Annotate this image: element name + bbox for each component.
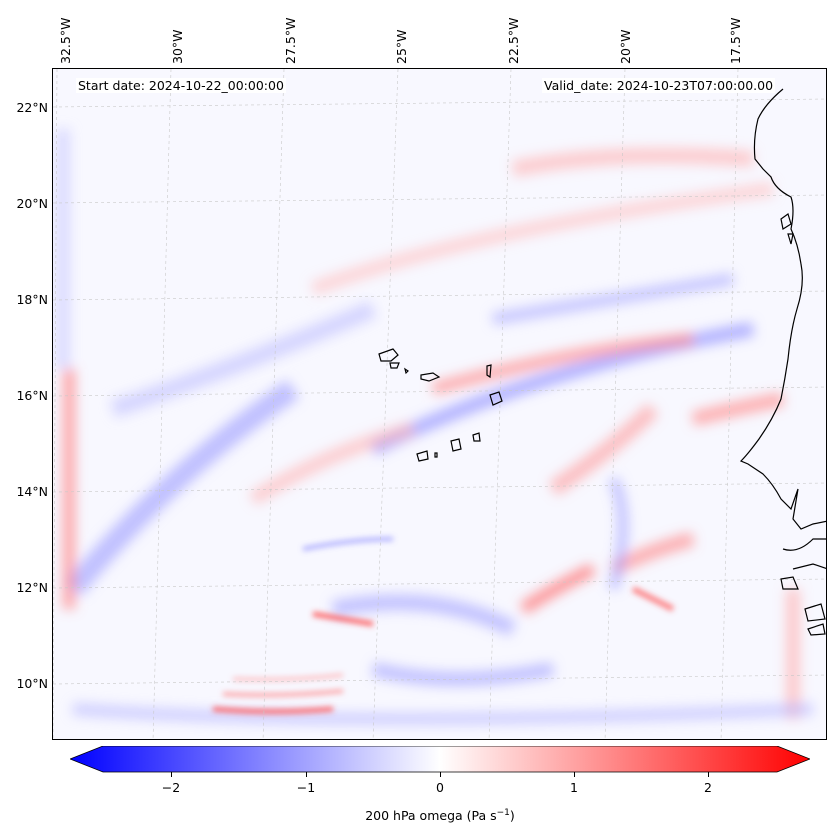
longitude-label: 22.5°W <box>506 17 521 64</box>
latitude-label: 12°N <box>16 580 48 595</box>
omega-field-map <box>53 69 826 739</box>
colorbar-gradient <box>68 745 812 773</box>
colorbar-tick-label: 1 <box>570 780 578 795</box>
colorbar-tick-mark <box>306 772 307 777</box>
latitude-label: 18°N <box>16 292 48 307</box>
colorbar-tick-label: 0 <box>436 780 444 795</box>
colorbar-tick-mark <box>574 772 575 777</box>
map-panel <box>52 68 827 740</box>
colorbar-tick-mark <box>440 772 441 777</box>
graticule <box>53 69 826 739</box>
colorbar-tick-label: 2 <box>704 780 712 795</box>
longitude-label: 17.5°W <box>728 17 743 64</box>
latitude-label: 16°N <box>16 388 48 403</box>
latitude-label: 20°N <box>16 196 48 211</box>
latitude-label: 14°N <box>16 484 48 499</box>
longitude-label: 20°W <box>618 29 633 64</box>
colorbar-tick-mark <box>171 772 172 777</box>
colorbar-tick-label: −1 <box>296 780 316 795</box>
cape-verde-islands <box>378 348 503 462</box>
longitude-label: 30°W <box>170 29 185 64</box>
colorbar-tick-mark <box>708 772 709 777</box>
longitude-label: 27.5°W <box>283 17 298 64</box>
colorbar-label: 200 hPa omega (Pa s−1) <box>365 808 515 824</box>
latitude-label: 22°N <box>16 100 48 115</box>
latitude-label: 10°N <box>16 676 48 691</box>
colorbar-tick-label: −2 <box>161 780 181 795</box>
omega-field <box>56 129 814 725</box>
longitude-label: 25°W <box>394 29 409 64</box>
omega-field-fine <box>212 537 675 714</box>
valid-date-label: Valid_date: 2024-10-23T07:00:00.00 <box>542 78 776 93</box>
longitude-label: 32.5°W <box>58 17 73 64</box>
start-date-label: Start date: 2024-10-22_00:00:00 <box>76 78 286 93</box>
coastline <box>739 88 826 636</box>
